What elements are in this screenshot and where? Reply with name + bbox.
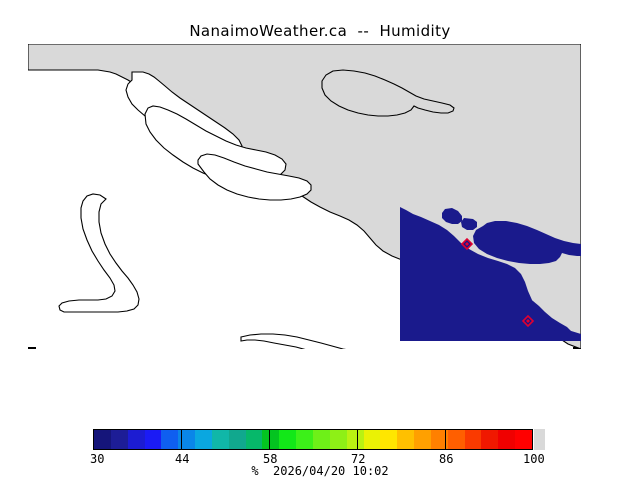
colorbar-segment-3 xyxy=(144,430,162,449)
coastline-map xyxy=(28,44,581,349)
colorbar-segment-6 xyxy=(195,430,212,449)
colorbar-gradient xyxy=(93,429,533,450)
southern-island-chain xyxy=(240,333,347,349)
colorbar-segment-12 xyxy=(296,430,313,449)
colorbar-tick-1: 44 xyxy=(175,452,190,466)
colorbar-segment-8 xyxy=(228,430,246,449)
colorbar-segment-7 xyxy=(211,430,229,449)
colorbar-footer-label: % 2026/04/20 10:02 xyxy=(251,464,389,478)
colorbar-segment-4 xyxy=(161,430,179,449)
colorbar-tick-2: 58 xyxy=(263,452,278,466)
colorbar-tick-3: 72 xyxy=(351,452,366,466)
colorbar-segment-16 xyxy=(363,430,381,449)
colorbar-divider-44 xyxy=(181,429,182,450)
colorbar xyxy=(93,429,545,450)
humidity-fill-strait xyxy=(473,221,581,264)
station-markers xyxy=(460,237,535,328)
page-title: NanaimoWeather.ca -- Humidity xyxy=(189,22,451,40)
colorbar-divider-58 xyxy=(269,429,270,450)
colorbar-segment-18 xyxy=(397,430,415,449)
colorbar-segment-24 xyxy=(498,430,516,449)
humidity-fill-southlobe xyxy=(523,298,571,334)
colorbar-segment-23 xyxy=(481,430,499,449)
colorbar-segment-14 xyxy=(329,430,347,449)
colorbar-divider-86 xyxy=(445,429,446,450)
gulf-island-upper xyxy=(321,69,455,117)
colorbar-overflow-swatch xyxy=(534,429,545,450)
colorbar-segment-1 xyxy=(110,430,128,449)
frame-corner-bottom-left xyxy=(28,347,36,349)
colorbar-tick-5: 100 xyxy=(523,452,545,466)
colorbar-tick-0: 30 xyxy=(90,452,105,466)
inlet-lower-bay xyxy=(197,153,312,201)
colorbar-segment-21 xyxy=(447,430,465,449)
map-plot-area xyxy=(28,44,581,349)
colorbar-segment-10 xyxy=(262,430,280,449)
colorbar-segment-2 xyxy=(127,430,145,449)
colorbar-tick-labels: 30 44 58 72 86 100 xyxy=(0,452,640,466)
colorbar-segment-19 xyxy=(414,430,431,449)
inlet-mid-channel xyxy=(144,105,287,184)
colorbar-segment-17 xyxy=(380,430,398,449)
colorbar-segment-9 xyxy=(245,430,263,449)
colorbar-segment-22 xyxy=(464,430,482,449)
colorbar-tick-4: 86 xyxy=(439,452,454,466)
colorbar-segment-25 xyxy=(515,430,532,449)
colorbar-segment-11 xyxy=(279,430,297,449)
colorbar-segment-0 xyxy=(94,430,111,449)
colorbar-segment-20 xyxy=(430,430,448,449)
humidity-data-field xyxy=(400,207,581,341)
colorbar-divider-72 xyxy=(357,429,358,450)
humidity-fill-inletA xyxy=(442,208,462,224)
colorbar-segment-15 xyxy=(346,430,364,449)
colorbar-segment-5 xyxy=(178,430,196,449)
station-marker-2[interactable] xyxy=(521,314,535,328)
station-marker-1[interactable] xyxy=(460,237,474,251)
humidity-fill-inletB xyxy=(461,218,477,230)
west-elongated-island xyxy=(58,193,140,313)
colorbar-segment-13 xyxy=(312,430,330,449)
